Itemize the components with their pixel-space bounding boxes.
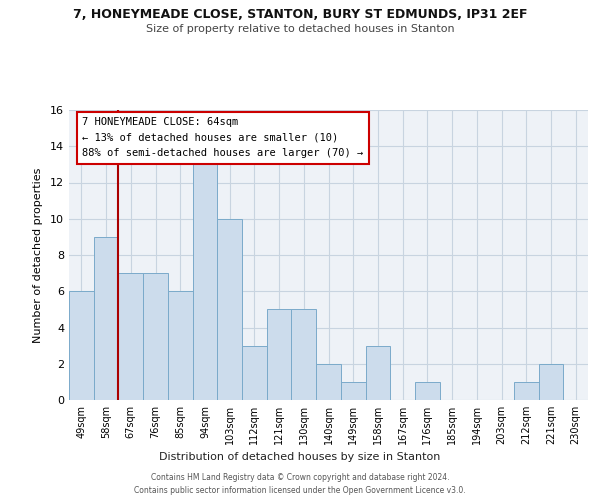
Text: Distribution of detached houses by size in Stanton: Distribution of detached houses by size … [160,452,440,462]
Bar [365,346,390,400]
Bar [94,237,118,400]
Text: 7, HONEYMEADE CLOSE, STANTON, BURY ST EDMUNDS, IP31 2EF: 7, HONEYMEADE CLOSE, STANTON, BURY ST ED… [73,8,527,20]
Bar [118,273,143,400]
Y-axis label: Number of detached properties: Number of detached properties [33,168,43,342]
Text: Contains HM Land Registry data © Crown copyright and database right 2024.
Contai: Contains HM Land Registry data © Crown c… [134,473,466,495]
Bar [217,219,242,400]
Bar [316,364,341,400]
Bar [415,382,440,400]
Text: Size of property relative to detached houses in Stanton: Size of property relative to detached ho… [146,24,454,34]
Bar [143,273,168,400]
Bar [193,164,217,400]
Bar [242,346,267,400]
Bar [69,291,94,400]
Bar [539,364,563,400]
Text: 7 HONEYMEADE CLOSE: 64sqm
← 13% of detached houses are smaller (10)
88% of semi-: 7 HONEYMEADE CLOSE: 64sqm ← 13% of detac… [82,117,364,158]
Bar [267,310,292,400]
Bar [341,382,365,400]
Bar [514,382,539,400]
Bar [168,291,193,400]
Bar [292,310,316,400]
